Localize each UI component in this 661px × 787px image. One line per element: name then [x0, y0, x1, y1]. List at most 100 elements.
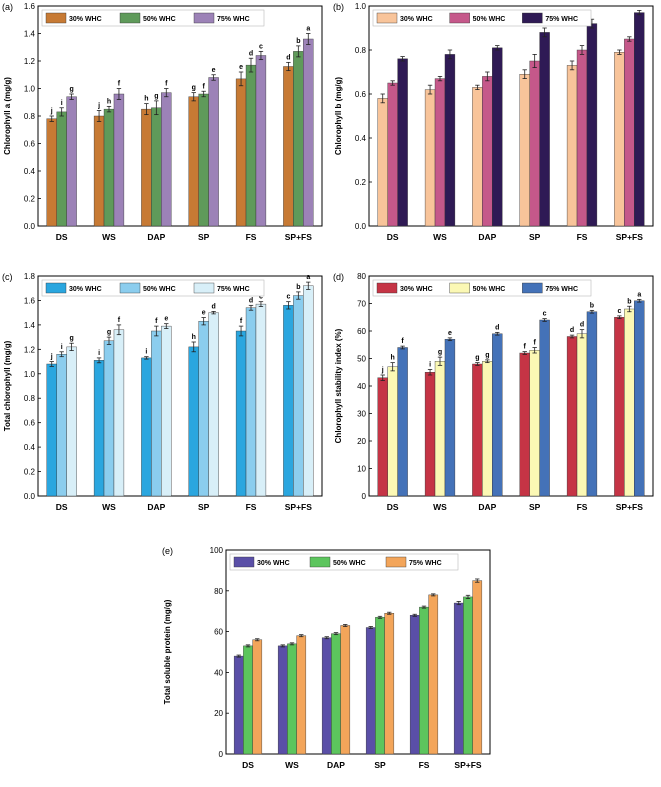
bar	[340, 625, 351, 755]
significance-letter: i	[98, 350, 100, 357]
y-tick-label: 40	[357, 382, 366, 391]
legend-label: 75% WHC	[217, 286, 250, 293]
significance-letter: e	[202, 310, 206, 317]
bar	[586, 23, 598, 227]
y-tick-label: 1.2	[24, 345, 36, 354]
bar	[287, 643, 297, 755]
bar	[472, 363, 483, 497]
x-tick-label: SP	[198, 232, 210, 242]
legend-label: 75% WHC	[545, 16, 578, 23]
bar	[634, 300, 645, 497]
plot-frame	[37, 5, 323, 227]
x-tick-label: DS	[242, 760, 254, 770]
significance-letter: f	[202, 83, 205, 90]
bar	[66, 346, 77, 497]
x-tick-label: FS	[577, 232, 588, 242]
y-tick-label: 0.6	[355, 90, 367, 99]
bar	[519, 352, 530, 497]
x-tick-label: DAP	[327, 760, 345, 770]
legend-swatch	[522, 12, 543, 24]
legend-label: 50% WHC	[333, 560, 366, 567]
significance-letter: j	[381, 367, 384, 374]
y-tick-label: 0.8	[355, 46, 367, 55]
legend-label: 50% WHC	[473, 16, 506, 23]
y-tick-label: 0	[219, 750, 224, 759]
bar	[434, 78, 446, 227]
significance-letter: a	[637, 291, 641, 298]
significance-letter: d	[249, 50, 253, 57]
x-tick-label: DS	[387, 232, 399, 242]
plot-frame	[368, 275, 654, 497]
bar	[519, 73, 530, 227]
legend-swatch	[449, 282, 470, 294]
bar	[482, 76, 493, 227]
bar	[424, 372, 436, 497]
significance-letter: d	[580, 322, 584, 329]
bar	[93, 115, 105, 227]
significance-letter: d	[286, 54, 290, 61]
bar	[235, 78, 247, 227]
significance-letter: c	[259, 43, 263, 50]
bar	[66, 96, 77, 227]
bar	[434, 361, 446, 497]
chart-b-svg: 0.0 0.2 0.4 0.6 0.8 1.0 DS WS DAP SP FS SP+FS 30% WH…	[333, 2, 654, 242]
legend-label: 75% WHC	[409, 560, 442, 567]
legend-swatch	[45, 282, 67, 294]
significance-letter: b	[627, 298, 631, 305]
y-tick-label: 1.0	[24, 85, 36, 94]
chart-panel-e: 0 20 40 60 80 100 DS WS DAP SP FS SP+FS 30% WHC 50% W…	[160, 540, 500, 787]
chart-panel-a: 0.0 0.2 0.4 0.6 0.8 1.0 1.2 1.4 1.6 DS j i g WS j h f DAP…	[0, 0, 330, 262]
x-tick-label: WS	[433, 502, 447, 512]
y-tick-label: 40	[214, 668, 223, 677]
x-tick-label: WS	[433, 232, 447, 242]
bar	[188, 346, 199, 497]
x-tick-label: SP+FS	[616, 502, 643, 512]
legend-swatch	[45, 12, 67, 24]
bar	[397, 58, 408, 227]
significance-letter: b	[590, 302, 594, 309]
x-tick-label: DS	[56, 232, 68, 242]
significance-letter: a	[306, 274, 310, 281]
panel-label: (d)	[333, 272, 344, 282]
x-tick-label: DAP	[478, 232, 496, 242]
legend-label: 75% WHC	[217, 16, 250, 23]
significance-letter: f	[533, 340, 536, 347]
significance-letter: g	[192, 85, 196, 92]
y-tick-label: 70	[357, 300, 366, 309]
bar	[377, 377, 388, 497]
significance-letter: g	[475, 355, 479, 362]
bar	[151, 330, 162, 497]
legend-swatch	[449, 12, 470, 24]
legend-label: 30% WHC	[69, 286, 102, 293]
bar	[387, 82, 398, 227]
significance-letter: d	[249, 297, 253, 304]
significance-letter: f	[165, 81, 168, 88]
significance-letter: c	[259, 294, 263, 301]
plot-frame	[368, 5, 654, 227]
y-tick-label: 1.4	[24, 30, 36, 39]
x-tick-label: DS	[56, 502, 68, 512]
significance-letter: j	[97, 103, 100, 110]
bar	[428, 594, 439, 755]
significance-letter: d	[495, 324, 499, 331]
significance-letter: g	[107, 329, 111, 336]
bar	[235, 330, 247, 497]
bar	[377, 98, 388, 227]
bar	[56, 111, 67, 227]
bar	[472, 580, 483, 755]
x-tick-label: WS	[285, 760, 299, 770]
significance-letter: j	[50, 354, 53, 361]
bar	[614, 317, 625, 497]
legend-swatch	[119, 12, 141, 24]
legend-label: 30% WHC	[69, 16, 102, 23]
bar	[387, 366, 398, 497]
y-tick-label: 0.2	[24, 468, 36, 477]
bar	[624, 308, 635, 497]
significance-letter: f	[401, 338, 404, 345]
bar	[283, 66, 294, 227]
y-tick-label: 0.6	[24, 140, 36, 149]
x-tick-label: FS	[246, 232, 257, 242]
bar	[103, 340, 115, 497]
legend-swatch	[233, 556, 255, 568]
y-tick-label: 0.6	[24, 419, 36, 428]
